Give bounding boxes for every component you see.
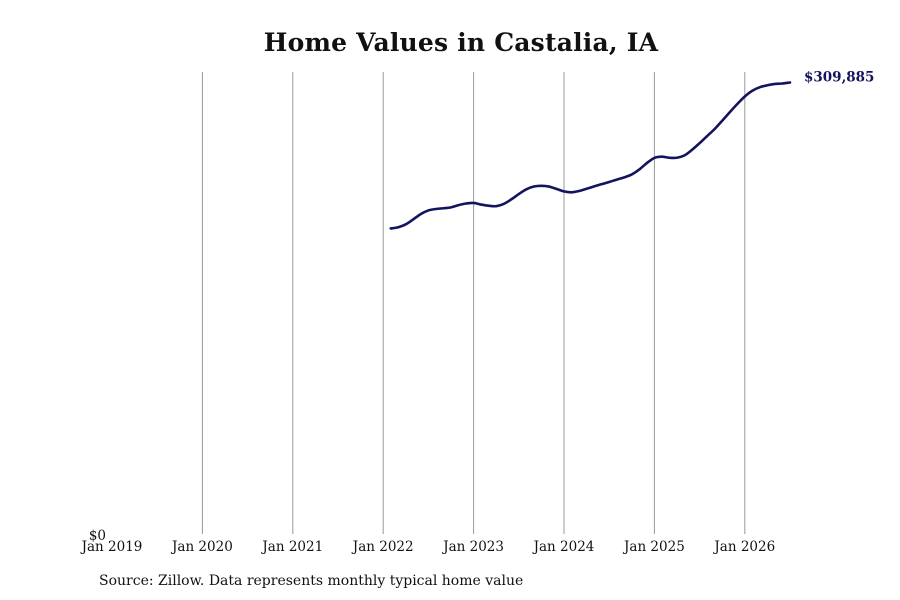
x-tick-label: Jan 2019 <box>80 539 143 555</box>
series-line-0 <box>389 81 792 230</box>
x-tick-label: Jan 2023 <box>441 539 504 555</box>
end-value-label: $309,885 <box>804 69 874 85</box>
x-axis-ticks: Jan 2019 Jan 2020 Jan 2021 Jan 2022 Jan 2023… <box>80 539 776 555</box>
x-tick-label: Jan 2026 <box>712 539 775 555</box>
series-layer <box>389 81 792 230</box>
x-tick-label: Jan 2025 <box>622 539 685 555</box>
x-tick-label: Jan 2022 <box>351 539 414 555</box>
label-layer: $309,885 <box>804 69 874 85</box>
chart-title: Home Values in Castalia, IA <box>263 28 659 57</box>
gridlines <box>201 72 746 534</box>
x-tick-label: Jan 2020 <box>170 539 233 555</box>
x-tick-label: Jan 2021 <box>260 539 323 555</box>
x-tick-label: Jan 2024 <box>532 539 595 555</box>
y-tick-label: $0 <box>89 528 106 544</box>
y-axis-ticks: $0 <box>89 528 106 544</box>
chart-source-note: Source: Zillow. Data represents monthly … <box>99 573 524 589</box>
